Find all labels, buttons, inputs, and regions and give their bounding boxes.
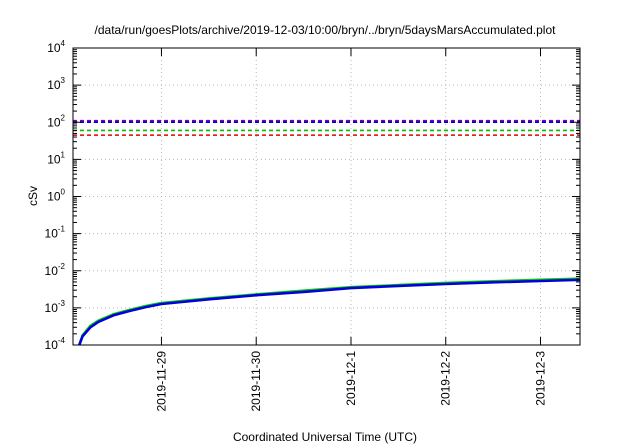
y-tick-exponent: -3	[58, 299, 66, 308]
y-tick-label: 10-3	[45, 299, 66, 315]
x-tick-label: 2019-11-29	[154, 351, 168, 412]
reference-lines	[73, 119, 580, 136]
y-tick-exponent: -1	[58, 225, 66, 234]
series-line	[78, 278, 581, 346]
y-tick-label: 103	[47, 76, 65, 92]
y-tick-exponent: 1	[61, 150, 66, 159]
y-tick-label: 102	[47, 113, 65, 129]
grid	[73, 48, 580, 345]
y-axis-label: cSv	[26, 186, 40, 206]
x-tick-label: 2019-12-1	[344, 351, 358, 406]
y-tick-exponent: -4	[58, 336, 66, 345]
x-tick-label: 2019-11-30	[249, 351, 263, 412]
x-axis-ticks: 2019-11-29 2019-11-30 2019-12-1 2019-12-2 20…	[154, 48, 548, 412]
y-tick-exponent: 0	[61, 188, 66, 197]
y-tick-label: 104	[47, 39, 65, 55]
x-tick-label: 2019-12-2	[439, 351, 453, 406]
x-tick-label: 2019-12-3	[534, 351, 548, 406]
y-tick-label: 101	[47, 150, 65, 166]
y-tick-label: 10-4	[45, 336, 66, 352]
series-lines	[78, 277, 581, 346]
x-axis-label: Coordinated Universal Time (UTC)	[233, 430, 417, 444]
y-tick-label: 10-1	[45, 225, 66, 241]
y-tick-exponent: 4	[61, 39, 66, 48]
chart-title: /data/run/goesPlots/archive/2019-12-03/1…	[95, 23, 557, 37]
y-tick-label: 10-2	[45, 262, 66, 278]
y-tick-label: 100	[47, 188, 65, 204]
y-tick-exponent: 2	[61, 113, 66, 122]
y-tick-exponent: -2	[58, 262, 66, 271]
y-tick-exponent: 3	[61, 76, 66, 85]
